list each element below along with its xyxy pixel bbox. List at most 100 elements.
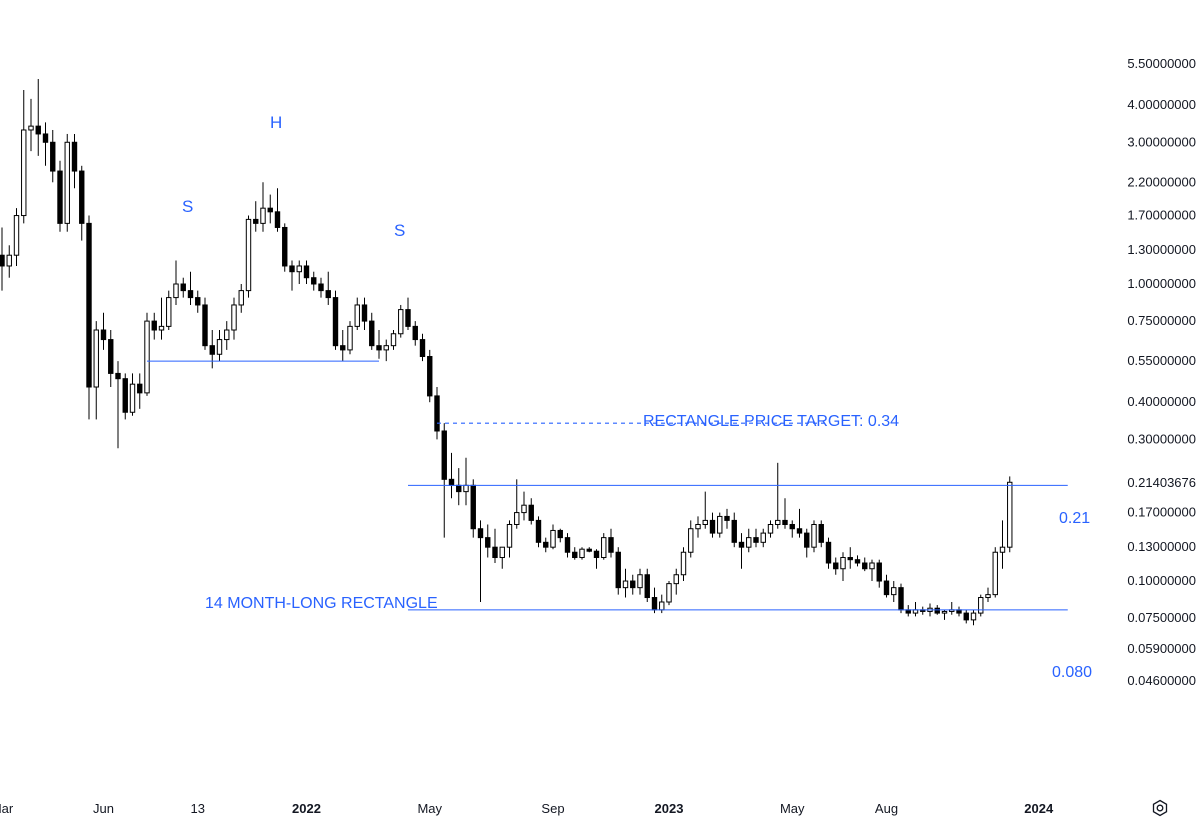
candle	[876, 559, 882, 588]
candle	[448, 452, 455, 499]
candle-body	[680, 551, 687, 576]
candle-body	[724, 515, 730, 521]
candle	[883, 574, 890, 598]
candle-body	[673, 574, 679, 585]
candle	[224, 321, 230, 350]
candle	[42, 122, 49, 166]
price-tick-label: 0.05900000	[1127, 641, 1196, 656]
candle	[231, 297, 237, 340]
candle-body	[934, 607, 940, 614]
candle	[528, 498, 534, 525]
time-tick-label: Sep	[541, 801, 564, 816]
price-tick-label: 0.17000000	[1127, 505, 1196, 520]
candle	[717, 512, 723, 538]
candle-body	[688, 528, 694, 553]
candle-body	[470, 484, 476, 530]
candle-body	[137, 383, 143, 394]
candle-body	[187, 290, 194, 299]
candle	[13, 208, 20, 266]
candle-body	[35, 125, 41, 135]
candle-body	[572, 551, 578, 559]
candle	[709, 512, 716, 538]
candle	[521, 491, 527, 521]
candle-body	[260, 207, 266, 224]
candle-body	[970, 612, 977, 621]
candle	[419, 333, 426, 362]
gear-icon	[1152, 799, 1168, 817]
candle-body	[50, 141, 56, 172]
candle-body	[695, 523, 701, 530]
candle	[463, 457, 469, 506]
candle-body	[543, 541, 549, 548]
candle-body	[216, 339, 223, 355]
candle	[550, 524, 556, 550]
candle	[811, 520, 817, 553]
candle-body	[383, 345, 389, 351]
candle	[564, 533, 571, 558]
price-tick-label: 3.00000000	[1127, 134, 1196, 149]
candle	[253, 201, 259, 232]
candle	[361, 297, 368, 331]
candle	[434, 387, 440, 440]
candle-body	[593, 550, 600, 559]
candle	[767, 520, 774, 538]
candle	[804, 528, 810, 558]
time-axis[interactable]: Mar Jun 13 2022 May Sep 2023 May Aug 2024	[0, 801, 1054, 816]
rectangle-top-value: 0.21	[1059, 510, 1090, 527]
time-tick-label: Mar	[0, 801, 14, 816]
candle	[869, 559, 875, 582]
candle	[50, 129, 56, 183]
candle-body	[13, 215, 20, 256]
target-text: RECTANGLE PRICE TARGET: 0.34	[643, 413, 899, 430]
candle	[941, 609, 948, 620]
candle	[238, 284, 244, 313]
candle-body	[528, 504, 534, 521]
candle	[376, 330, 382, 359]
candle	[978, 594, 984, 617]
rectangle-bottom-value: 0.080	[1052, 664, 1092, 681]
candle	[608, 528, 614, 558]
candle	[731, 512, 737, 548]
candle	[956, 606, 962, 617]
candle	[847, 547, 853, 569]
candle-body	[405, 309, 411, 327]
candle	[57, 160, 63, 232]
candle-body	[57, 170, 63, 224]
candle-body	[811, 523, 817, 548]
candle	[441, 423, 447, 538]
candle-body	[129, 383, 136, 413]
candle	[572, 547, 578, 560]
candle-body	[840, 557, 846, 570]
candle-body	[274, 211, 281, 228]
settings-button[interactable]	[1151, 799, 1169, 817]
candle	[601, 533, 607, 560]
candle	[905, 605, 911, 617]
price-tick-label: 0.07500000	[1127, 610, 1196, 625]
candle-body	[166, 297, 172, 327]
candle-body	[448, 478, 455, 486]
candle-body	[746, 537, 752, 548]
time-tick-label: 2023	[655, 801, 684, 816]
candle-body	[760, 532, 766, 543]
price-axis[interactable]: 5.50000000 4.00000000 3.00000000 2.20000000…	[1127, 56, 1196, 688]
candle	[514, 479, 520, 529]
candle	[970, 609, 977, 626]
candle-body	[42, 133, 49, 143]
candle	[332, 290, 339, 350]
candle	[782, 498, 788, 529]
candle-body	[245, 218, 252, 292]
candle-body	[289, 265, 295, 273]
candle-body	[782, 519, 788, 525]
candle-body	[158, 325, 165, 331]
candle-body	[985, 594, 991, 599]
candle-body	[891, 587, 897, 596]
candle	[579, 547, 585, 560]
candle	[818, 520, 824, 548]
candle	[854, 555, 861, 567]
price-tick-label: 0.40000000	[1127, 394, 1196, 409]
candle	[412, 321, 418, 346]
candle	[64, 133, 70, 232]
candle	[688, 520, 694, 558]
candle-body	[144, 320, 150, 394]
